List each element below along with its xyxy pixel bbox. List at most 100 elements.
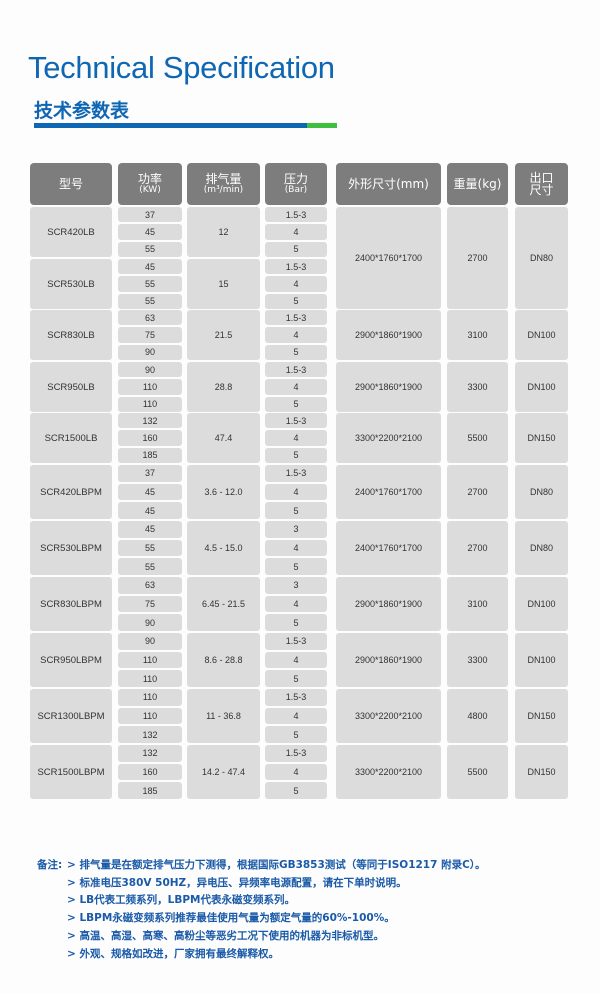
column-header-label: 外形尺寸(mm) bbox=[348, 177, 429, 191]
flow-cell: 3.6 - 12.0 bbox=[187, 465, 260, 519]
notes-label bbox=[37, 910, 67, 928]
pressure-cell: 1.5-3 bbox=[265, 413, 327, 429]
column-header: 功率 (KW) bbox=[118, 163, 182, 205]
outlet-cell: DN150 bbox=[515, 689, 568, 743]
outlet-cell: DN80 bbox=[515, 207, 568, 309]
power-cell: 45 bbox=[118, 521, 182, 538]
notes: 备注: > 排气量是在额定排气压力下测得，根据国际GB3853测试（等同于ISO1… bbox=[37, 857, 486, 963]
pressure-cell: 4 bbox=[265, 595, 327, 613]
power-cell: 132 bbox=[118, 726, 182, 743]
model-cell: SCR950LBPM bbox=[30, 633, 112, 687]
note-text: > LB代表工频系列，LBPM代表永磁变频系列。 bbox=[67, 894, 295, 907]
pressure-cell: 5 bbox=[265, 782, 327, 799]
column-header: 重量(kg) bbox=[447, 163, 508, 205]
pressure-cell: 5 bbox=[265, 396, 327, 412]
power-cell: 132 bbox=[118, 413, 182, 429]
outlet-cell: DN150 bbox=[515, 413, 568, 463]
pressure-cell: 3 bbox=[265, 577, 327, 594]
outlet-cell: DN80 bbox=[515, 521, 568, 575]
pressure-cell: 4 bbox=[265, 651, 327, 669]
weight-cell: 5500 bbox=[447, 413, 508, 463]
pressure-cell: 4 bbox=[265, 483, 327, 501]
title-underline-green bbox=[307, 123, 337, 128]
flow-cell: 12 bbox=[187, 207, 260, 257]
model-cell: SCR830LBPM bbox=[30, 577, 112, 631]
outlet-cell: DN100 bbox=[515, 633, 568, 687]
weight-cell: 2700 bbox=[447, 521, 508, 575]
model-cell: SCR530LB bbox=[30, 259, 112, 309]
power-cell: 90 bbox=[118, 614, 182, 631]
power-cell: 185 bbox=[118, 447, 182, 463]
column-header-unit: 尺寸 bbox=[529, 183, 554, 197]
pressure-cell: 4 bbox=[265, 224, 327, 240]
note-item: 备注: > 排气量是在额定排气压力下测得，根据国际GB3853测试（等同于ISO1… bbox=[37, 857, 486, 875]
column-header-label: 型号 bbox=[58, 177, 83, 191]
pressure-cell: 4 bbox=[265, 763, 327, 781]
notes-label bbox=[37, 875, 67, 893]
flow-cell: 47.4 bbox=[187, 413, 260, 463]
weight-cell: 3300 bbox=[447, 633, 508, 687]
column-header-label: 重量(kg) bbox=[453, 177, 502, 191]
dimensions-cell: 2900*1860*1900 bbox=[336, 577, 441, 631]
note-text: > 标准电压380V 50HZ，异电压、异频率电源配置，请在下单时说明。 bbox=[67, 876, 407, 889]
note-text: > 高温、高湿、高寒、高粉尘等恶劣工况下使用的机器为非标机型。 bbox=[67, 929, 384, 942]
power-cell: 90 bbox=[118, 362, 182, 378]
dimensions-cell: 3300*2200*2100 bbox=[336, 413, 441, 463]
power-cell: 45 bbox=[118, 259, 182, 275]
power-cell: 37 bbox=[118, 465, 182, 482]
pressure-cell: 5 bbox=[265, 614, 327, 631]
pressure-cell: 5 bbox=[265, 726, 327, 743]
outlet-cell: DN100 bbox=[515, 310, 568, 360]
power-cell: 110 bbox=[118, 396, 182, 412]
weight-cell: 2700 bbox=[447, 207, 508, 309]
pressure-cell: 5 bbox=[265, 241, 327, 257]
power-cell: 110 bbox=[118, 707, 182, 725]
power-cell: 160 bbox=[118, 763, 182, 781]
weight-cell: 5500 bbox=[447, 745, 508, 799]
pressure-cell: 1.5-3 bbox=[265, 259, 327, 275]
pressure-cell: 5 bbox=[265, 558, 327, 575]
power-cell: 63 bbox=[118, 577, 182, 594]
pressure-cell: 1.5-3 bbox=[265, 362, 327, 378]
power-cell: 45 bbox=[118, 224, 182, 240]
weight-cell: 3300 bbox=[447, 362, 508, 412]
dimensions-cell: 2400*1760*1700 bbox=[336, 521, 441, 575]
model-cell: SCR420LB bbox=[30, 207, 112, 257]
power-cell: 45 bbox=[118, 502, 182, 519]
model-cell: SCR950LB bbox=[30, 362, 112, 412]
notes-label bbox=[37, 892, 67, 910]
column-header-unit: (KW) bbox=[139, 185, 161, 195]
column-header-unit: (Bar) bbox=[284, 185, 308, 195]
flow-cell: 8.6 - 28.8 bbox=[187, 633, 260, 687]
pressure-cell: 5 bbox=[265, 447, 327, 463]
dimensions-cell: 2900*1860*1900 bbox=[336, 310, 441, 360]
pressure-cell: 1.5-3 bbox=[265, 745, 327, 762]
column-header-label: 功率 bbox=[137, 172, 162, 186]
power-cell: 75 bbox=[118, 327, 182, 343]
dimensions-cell: 3300*2200*2100 bbox=[336, 689, 441, 743]
power-cell: 90 bbox=[118, 344, 182, 360]
note-item: > LBPM永磁变频系列推荐最佳使用气量为额定气量的60%-100%。 bbox=[37, 910, 486, 928]
column-header-label: 排气量 bbox=[205, 172, 242, 186]
pressure-cell: 5 bbox=[265, 293, 327, 309]
power-cell: 110 bbox=[118, 689, 182, 706]
notes-label bbox=[37, 928, 67, 946]
notes-label: 备注: bbox=[37, 859, 63, 871]
note-text: > LBPM永磁变频系列推荐最佳使用气量为额定气量的60%-100%。 bbox=[67, 912, 395, 925]
pressure-cell: 4 bbox=[265, 707, 327, 725]
pressure-cell: 5 bbox=[265, 502, 327, 519]
model-cell: SCR530LBPM bbox=[30, 521, 112, 575]
power-cell: 110 bbox=[118, 670, 182, 687]
pressure-cell: 1.5-3 bbox=[265, 465, 327, 482]
outlet-cell: DN80 bbox=[515, 465, 568, 519]
flow-cell: 28.8 bbox=[187, 362, 260, 412]
flow-cell: 21.5 bbox=[187, 310, 260, 360]
column-header-unit: (m³/min) bbox=[203, 185, 244, 195]
column-header: 压力 (Bar) bbox=[265, 163, 327, 205]
power-cell: 63 bbox=[118, 310, 182, 326]
dimensions-cell: 2900*1860*1900 bbox=[336, 633, 441, 687]
note-text: > 外观、规格如改进，厂家拥有最终解释权。 bbox=[67, 947, 279, 960]
weight-cell: 2700 bbox=[447, 465, 508, 519]
power-cell: 90 bbox=[118, 633, 182, 650]
page-subtitle: 技术参数表 bbox=[34, 100, 130, 122]
